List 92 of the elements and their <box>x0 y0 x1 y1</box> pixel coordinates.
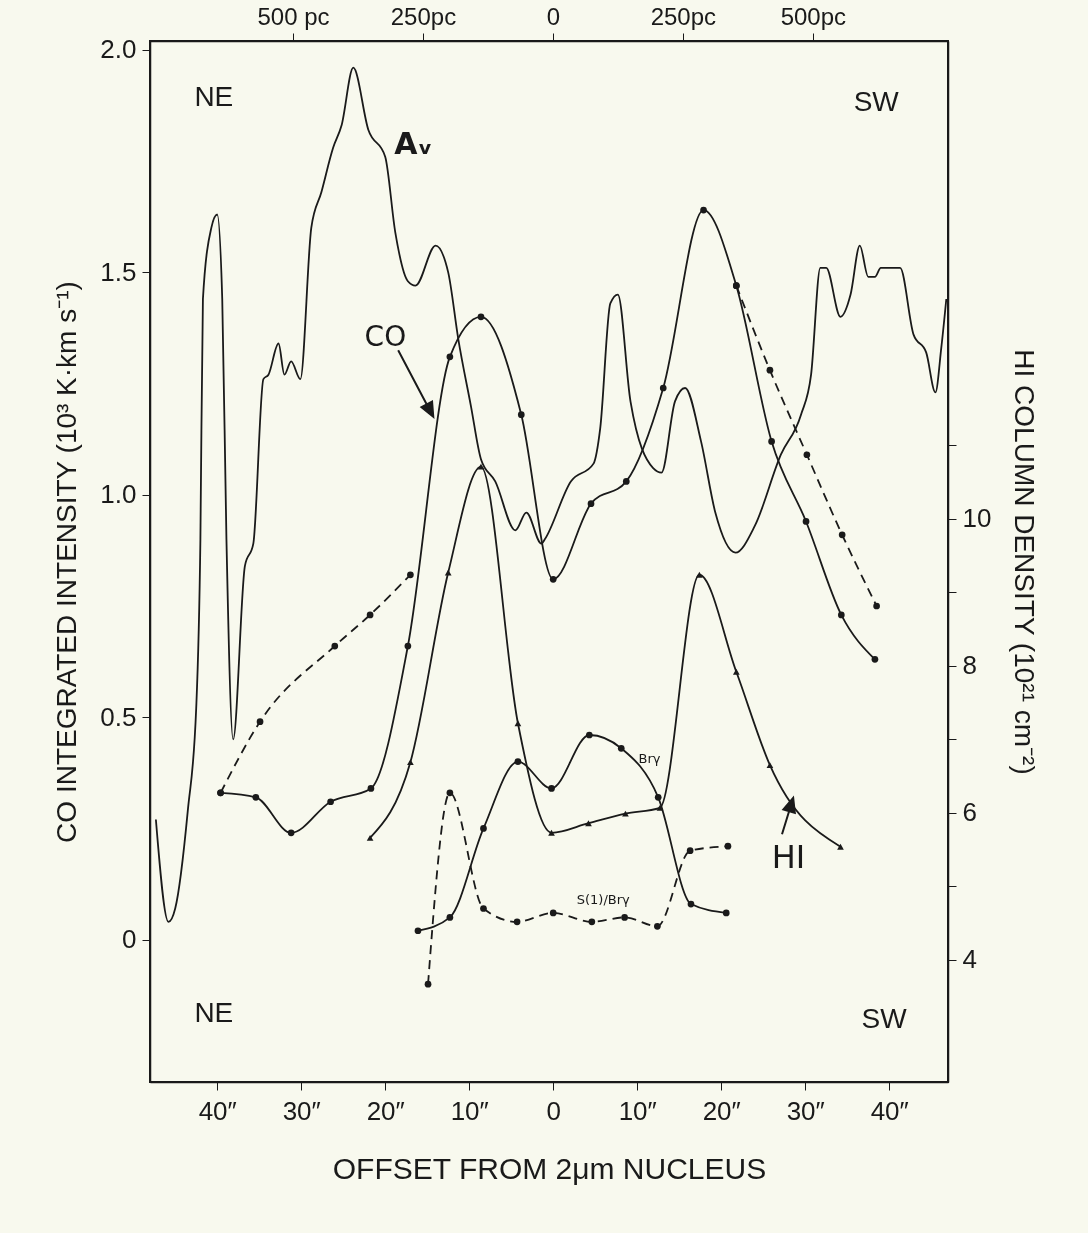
y2-axis-title: HI COLUMN DENSITY (10²¹ cm⁻²) <box>1009 349 1041 775</box>
point <box>548 829 555 836</box>
annotation: NE <box>194 81 234 113</box>
point <box>837 611 845 619</box>
y2-tick-label: 6 <box>962 797 977 828</box>
point <box>873 602 880 610</box>
point <box>367 785 375 792</box>
point <box>622 478 630 485</box>
point <box>588 918 596 926</box>
x-tick-label: 30″ <box>786 1095 825 1126</box>
point <box>549 909 557 917</box>
point <box>446 353 454 361</box>
x-tick-label: 10″ <box>450 1095 489 1126</box>
point <box>732 668 740 675</box>
y-tick-label: 0.5 <box>100 701 137 732</box>
point <box>366 611 374 619</box>
point <box>446 914 454 921</box>
y2-tick-label: 10 <box>962 503 992 534</box>
point <box>587 500 595 508</box>
point <box>513 918 521 926</box>
point <box>700 206 707 214</box>
point <box>446 789 454 797</box>
point <box>287 829 295 837</box>
y-tick-label: 1.0 <box>100 479 137 510</box>
x-tick-label: 0 <box>546 1095 561 1126</box>
point <box>696 571 703 578</box>
point <box>766 366 774 374</box>
point <box>414 927 422 935</box>
point <box>766 762 774 769</box>
x2-tick-label: 0 <box>546 2 561 30</box>
point <box>424 980 432 988</box>
point <box>517 411 525 419</box>
x2-tick-label: 250pc <box>390 2 457 30</box>
point <box>722 909 730 917</box>
y-axis-title: CO INTEGRATED INTENSITY (10³ K·km s⁻¹) <box>51 281 83 843</box>
point <box>327 798 334 806</box>
point <box>331 642 339 650</box>
x2-tick-label: 500pc <box>780 2 847 30</box>
point <box>621 914 628 921</box>
x-axis-title: OFFSET FROM 2μm NUCLEUS <box>332 1151 767 1185</box>
point <box>659 384 667 392</box>
point <box>654 793 662 801</box>
point <box>480 905 487 912</box>
point <box>802 518 810 525</box>
point <box>549 575 557 583</box>
x-tick-label: 40″ <box>198 1095 237 1126</box>
point <box>803 451 811 459</box>
point <box>252 793 260 801</box>
point <box>724 842 732 850</box>
y-tick-label: 1.5 <box>100 256 137 287</box>
annotation: SW <box>853 86 900 118</box>
point <box>477 313 485 321</box>
annotation: SW <box>861 1002 908 1034</box>
point <box>686 847 694 855</box>
y2-tick-label: 4 <box>962 944 977 975</box>
point <box>617 745 625 752</box>
x2-tick-label: 250pc <box>650 2 717 30</box>
legend-label: HI <box>771 838 806 877</box>
point <box>514 758 522 766</box>
series-label: CO <box>364 319 407 353</box>
point <box>256 718 264 725</box>
series-label: Aᵥ <box>394 126 433 162</box>
y2-tick-label: 8 <box>962 650 977 681</box>
annotation: NE <box>194 997 234 1029</box>
point <box>768 438 775 445</box>
point <box>687 900 695 908</box>
point <box>837 843 844 850</box>
series-label: S(1)/Brγ <box>576 891 631 907</box>
point <box>514 720 522 727</box>
point <box>838 531 846 539</box>
x-tick-label: 40″ <box>870 1095 909 1126</box>
x-tick-label: 30″ <box>282 1095 321 1126</box>
x-tick-label: 10″ <box>618 1095 657 1126</box>
point <box>404 642 412 650</box>
point <box>656 804 664 811</box>
point <box>548 785 555 792</box>
x2-tick-label: 500 pc <box>257 2 330 30</box>
point <box>477 463 485 470</box>
point <box>407 759 414 766</box>
x-tick-label: 20″ <box>702 1095 741 1126</box>
point <box>871 656 879 663</box>
y-tick-label: 0 <box>122 924 137 955</box>
x-tick-label: 20″ <box>366 1095 405 1126</box>
point <box>480 825 487 832</box>
point <box>407 571 414 579</box>
y-tick-label: 2.0 <box>100 34 137 65</box>
point <box>366 835 374 841</box>
point <box>654 922 661 930</box>
point <box>585 820 592 827</box>
series-label: Brγ <box>638 751 661 767</box>
point <box>622 810 629 817</box>
point <box>585 731 593 739</box>
